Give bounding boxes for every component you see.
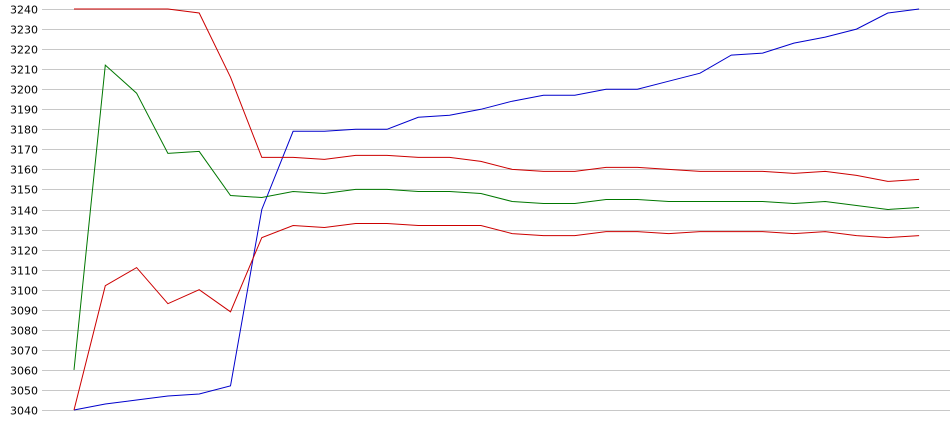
series-line-4 — [73, 223, 920, 411]
y-tick-label: 3200 — [10, 84, 38, 97]
y-tick-label: 3160 — [10, 164, 38, 177]
y-tick-label: 3230 — [10, 24, 38, 37]
y-tick-label: 3220 — [10, 44, 38, 57]
y-tick-label: 3150 — [10, 184, 38, 197]
y-tick-label: 3060 — [10, 365, 38, 378]
y-tick-label: 3070 — [10, 345, 38, 358]
series-line-2 — [74, 8, 920, 182]
y-tick-label: 3240 — [10, 4, 38, 17]
y-tick-label: 3130 — [10, 225, 38, 238]
series-lines — [73, 8, 920, 411]
y-tick-label: 3110 — [10, 265, 38, 278]
series-line-1 — [73, 8, 920, 411]
y-tick-label: 3190 — [10, 104, 38, 117]
y-tick-label: 3180 — [10, 124, 38, 137]
y-tick-label: 3100 — [10, 285, 38, 298]
y-tick-label: 3120 — [10, 245, 38, 258]
series-line-3 — [73, 64, 920, 370]
gridlines — [42, 9, 950, 411]
y-tick-label: 3210 — [10, 64, 38, 77]
y-tick-label: 3080 — [10, 325, 38, 338]
y-tick-label: 3170 — [10, 144, 38, 157]
y-axis-tick-labels: 3040 3050 3060 3070 3080 3090 3100 3110 3120 3130… — [10, 4, 38, 418]
y-tick-label: 3040 — [10, 405, 38, 418]
y-tick-label: 3090 — [10, 305, 38, 318]
y-tick-label: 3140 — [10, 205, 38, 218]
y-tick-label: 3050 — [10, 385, 38, 398]
